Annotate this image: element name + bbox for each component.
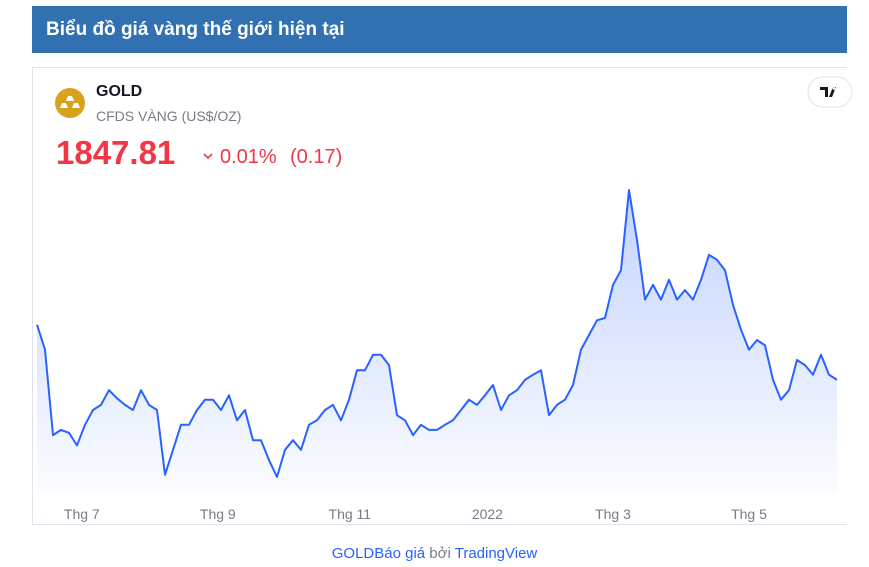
gold-bars — [60, 96, 80, 108]
tradingview-mark — [820, 87, 836, 97]
x-tick-label: 2022 — [472, 506, 503, 522]
down-arrow — [203, 153, 213, 160]
plot: Thg 7 Thg 9 Thg 11 2022 Thg 3 Thg 5 — [36, 189, 838, 522]
by-text: bởi — [429, 545, 451, 562]
change-percent: 0.01% — [220, 146, 277, 168]
x-tick-label: Thg 11 — [329, 506, 372, 522]
gold-icon — [55, 88, 85, 118]
change: (0.17) — [290, 146, 342, 168]
quote-link[interactable]: Báo giá — [374, 545, 426, 562]
symbol: GOLD — [96, 83, 142, 100]
x-tick-label: Thg 5 — [731, 506, 767, 522]
x-tick-label: Thg 9 — [200, 506, 236, 522]
chart: GOLD CFDS VÀNG (US$/OZ) 1847.81 0.01% (0… — [36, 76, 853, 522]
price-line — [36, 189, 838, 478]
tradingview-logo[interactable] — [807, 76, 853, 108]
footer: GOLDBáo giá bởi TradingView — [0, 545, 869, 562]
x-tick-label: Thg 7 — [64, 506, 100, 522]
header: Biểu đồ giá vàng thế giới hiện tại — [32, 6, 847, 53]
x-tick-label: Thg 3 — [595, 506, 631, 522]
widget-card — [32, 67, 847, 525]
provider-link[interactable]: TradingView — [454, 545, 538, 562]
description: CFDS VÀNG (US$/OZ) — [96, 108, 241, 124]
price: 1847.81 — [56, 134, 175, 171]
header-title: Biểu đồ giá vàng thế giới hiện tại — [46, 19, 345, 40]
area-fill — [37, 190, 837, 492]
symbol-link[interactable]: GOLD — [331, 545, 375, 562]
